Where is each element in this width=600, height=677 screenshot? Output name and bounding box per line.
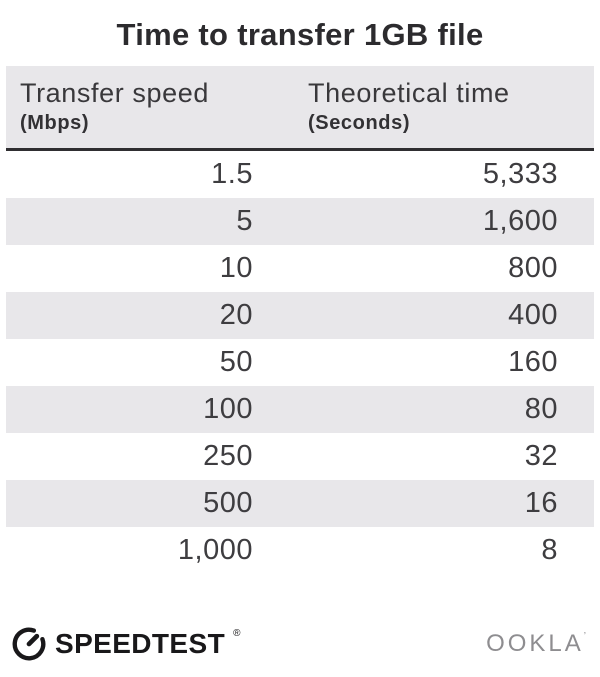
speed-cell: 1.5 — [211, 158, 253, 190]
speedtest-wordmark: SPEEDTEST — [55, 628, 226, 659]
column-header-speed: Transfer speed (Mbps) — [6, 77, 300, 135]
speed-cell: 250 — [203, 440, 253, 472]
page-title: Time to transfer 1GB file — [116, 17, 484, 52]
time-cell: 5,333 — [482, 158, 558, 190]
table-row: 10 800 — [6, 245, 594, 292]
speed-cell: 20 — [219, 299, 253, 331]
table-row: 100 80 — [6, 386, 594, 433]
speed-column-label: Transfer speed — [20, 78, 209, 108]
time-cell: 16 — [524, 487, 558, 519]
table-row: 50 160 — [6, 339, 594, 386]
speedtest-logo: SPEEDTEST ® — [10, 625, 240, 663]
speed-column-unit: (Mbps) — [20, 112, 90, 134]
speed-cell: 1,000 — [177, 534, 253, 566]
ookla-trademark-icon: ’ — [583, 631, 586, 642]
time-cell: 400 — [508, 299, 558, 331]
time-cell: 1,600 — [482, 205, 558, 237]
speed-cell: 500 — [203, 487, 253, 519]
registered-trademark-icon: ® — [233, 628, 241, 639]
speedometer-gauge-icon — [12, 627, 46, 661]
table-row: 20 400 — [6, 292, 594, 339]
time-column-unit: (Seconds) — [308, 112, 411, 134]
table-row: 5 1,600 — [6, 198, 594, 245]
table-body: 1.5 5,333 5 1,600 10 800 20 400 50 160 1… — [6, 151, 594, 574]
speed-cell: 100 — [203, 393, 253, 425]
table-row: 250 32 — [6, 433, 594, 480]
table-header: Transfer speed (Mbps) Theoretical time (… — [6, 66, 594, 151]
speed-cell: 50 — [219, 346, 253, 378]
ookla-logo: OOKLA ’ — [486, 630, 586, 658]
footer: SPEEDTEST ® OOKLA ’ — [10, 625, 586, 663]
transfer-time-table: Transfer speed (Mbps) Theoretical time (… — [6, 66, 594, 574]
table-row: 1.5 5,333 — [6, 151, 594, 198]
time-cell: 8 — [541, 534, 558, 566]
time-cell: 80 — [524, 393, 558, 425]
time-column-label: Theoretical time — [308, 78, 510, 108]
table-row: 1,000 8 — [6, 527, 594, 574]
ookla-wordmark: OOKLA — [486, 630, 584, 657]
column-header-time: Theoretical time (Seconds) — [300, 77, 594, 135]
speed-cell: 10 — [219, 252, 253, 284]
time-cell: 800 — [508, 252, 558, 284]
speed-cell: 5 — [236, 205, 253, 237]
table-row: 500 16 — [6, 480, 594, 527]
time-cell: 160 — [508, 346, 558, 378]
time-cell: 32 — [524, 440, 558, 472]
